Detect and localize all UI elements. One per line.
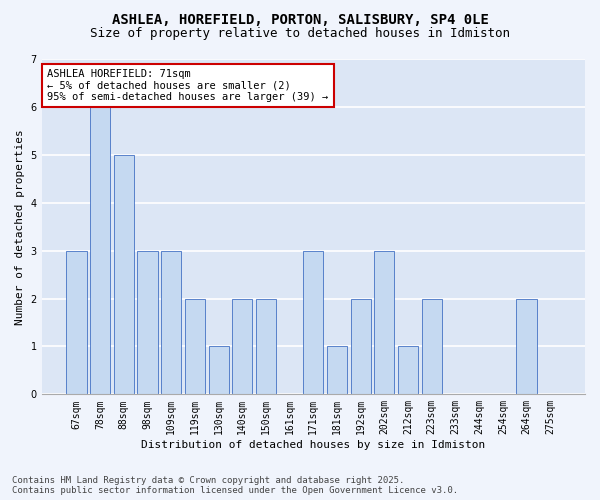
Bar [256,298,276,394]
Bar [350,298,371,394]
Bar [303,250,323,394]
Text: Contains HM Land Registry data © Crown copyright and database right 2025.
Contai: Contains HM Land Registry data © Crown c… [12,476,458,495]
Bar [517,298,536,394]
Bar [90,107,110,395]
Bar [232,298,253,394]
Bar [185,298,205,394]
Bar [398,346,418,395]
Bar [209,346,229,395]
Y-axis label: Number of detached properties: Number of detached properties [15,129,25,324]
Bar [137,250,158,394]
Text: Size of property relative to detached houses in Idmiston: Size of property relative to detached ho… [90,28,510,40]
Bar [67,250,86,394]
Text: ASHLEA, HOREFIELD, PORTON, SALISBURY, SP4 0LE: ASHLEA, HOREFIELD, PORTON, SALISBURY, SP… [112,12,488,26]
X-axis label: Distribution of detached houses by size in Idmiston: Distribution of detached houses by size … [141,440,485,450]
Bar [327,346,347,395]
Bar [374,250,394,394]
Text: ASHLEA HOREFIELD: 71sqm
← 5% of detached houses are smaller (2)
95% of semi-deta: ASHLEA HOREFIELD: 71sqm ← 5% of detached… [47,69,328,102]
Bar [114,155,134,394]
Bar [161,250,181,394]
Bar [422,298,442,394]
